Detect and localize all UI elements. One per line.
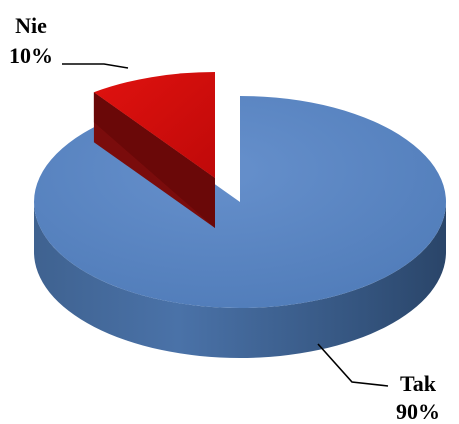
pie-slice-nie-top (93, 72, 215, 178)
slice-label-nie-percent: 10% (9, 43, 53, 68)
slice-label-nie-category: Nie (15, 13, 47, 38)
leader-line-nie (62, 63, 129, 69)
pie-slice-nie (93, 72, 215, 228)
leader-line-tak (317, 343, 389, 387)
slice-label-tak-percent: 90% (396, 399, 440, 424)
pie-slice-nie-edge (93, 92, 215, 228)
slice-label-tak-category: Tak (400, 371, 436, 396)
pie-slice-tak-outer-wall (34, 202, 446, 358)
